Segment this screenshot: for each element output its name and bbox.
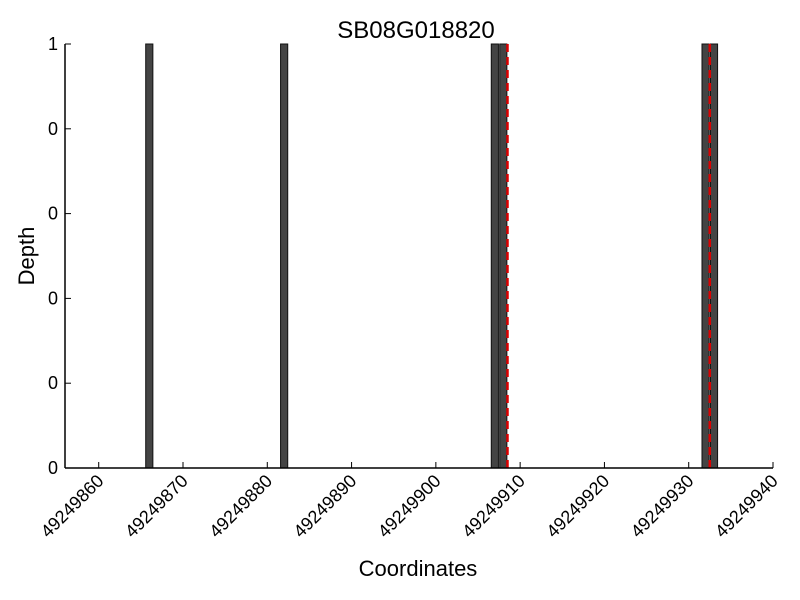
depth-bar	[701, 43, 710, 469]
y-tick-label: 0	[48, 288, 58, 308]
x-tick-label: 49249920	[542, 471, 613, 542]
depth-bar	[145, 43, 154, 469]
x-axis-label: Coordinates	[359, 556, 478, 581]
x-tick-label: 49249930	[627, 471, 698, 542]
x-tick-label: 49249860	[37, 471, 108, 542]
x-tick-label: 49249880	[205, 471, 276, 542]
y-tick-label: 0	[48, 204, 58, 224]
x-tick-label: 49249900	[374, 471, 445, 542]
x-tick-label: 49249890	[290, 471, 361, 542]
x-tick-label: 49249910	[458, 471, 529, 542]
y-tick-label: 0	[48, 119, 58, 139]
y-tick-label: 0	[48, 458, 58, 478]
chart-marks	[145, 43, 719, 469]
depth-bar	[709, 43, 719, 469]
chart-title: SB08G018820	[337, 17, 494, 44]
x-tick-label: 49249940	[711, 471, 782, 542]
x-tick-label: 49249870	[121, 471, 192, 542]
depth-bar	[499, 43, 508, 469]
depth-bar	[280, 43, 289, 469]
depth-bar	[490, 43, 499, 469]
y-tick-label: 1	[48, 34, 58, 54]
y-tick-label: 0	[48, 373, 58, 393]
y-axis-label: Depth	[14, 227, 39, 286]
